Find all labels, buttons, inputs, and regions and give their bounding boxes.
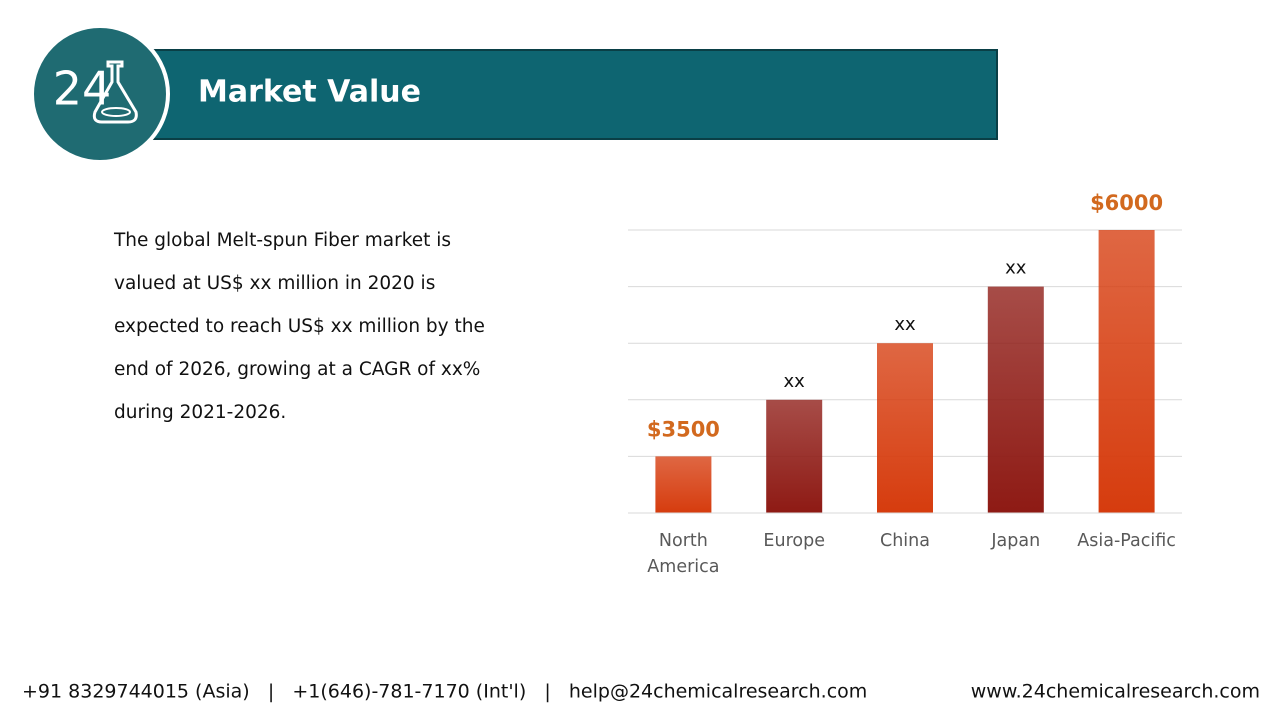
value-label: $6000 bbox=[1090, 191, 1163, 215]
body-line: The global Melt-spun Fiber market is bbox=[113, 230, 451, 251]
slide-title: Market Value bbox=[198, 75, 421, 110]
x-tick-label: China bbox=[880, 531, 930, 551]
body-line: valued at US$ xx million in 2020 is bbox=[114, 273, 435, 294]
value-label: $3500 bbox=[647, 417, 720, 441]
body-line: expected to reach US$ xx million by the bbox=[114, 316, 485, 337]
x-tick-label: North America bbox=[647, 531, 719, 577]
logo-ripple bbox=[101, 107, 131, 117]
chart: $3500 North America xx Europe xx China xx Japan $… bbox=[628, 191, 1182, 577]
bar bbox=[1098, 230, 1155, 513]
body-text: The global Melt-spun Fiber market is valu… bbox=[113, 230, 485, 423]
footer-website: www.24chemicalresearch.com bbox=[971, 681, 1260, 703]
value-label: xx bbox=[894, 314, 916, 335]
body-line: during 2021-2026. bbox=[114, 402, 286, 423]
bar bbox=[766, 399, 823, 513]
logo-circle bbox=[30, 24, 170, 164]
value-label: xx bbox=[784, 371, 806, 392]
logo-flask bbox=[92, 60, 138, 124]
body-line: end of 2026, growing at a CAGR of xx% bbox=[114, 359, 480, 380]
footer-contact: +91 8329744015 (Asia) | +1(646)-781-7170… bbox=[22, 681, 867, 703]
bar bbox=[655, 456, 712, 513]
bar bbox=[877, 343, 933, 513]
x-tick-label: Japan bbox=[990, 531, 1040, 551]
value-label: xx bbox=[1005, 258, 1027, 279]
x-tick-label: Europe bbox=[763, 531, 825, 551]
logo-text: 24 bbox=[53, 62, 112, 116]
bar bbox=[987, 286, 1044, 513]
header-bar bbox=[149, 49, 998, 140]
x-tick-label: Asia-Pacific bbox=[1077, 531, 1176, 551]
